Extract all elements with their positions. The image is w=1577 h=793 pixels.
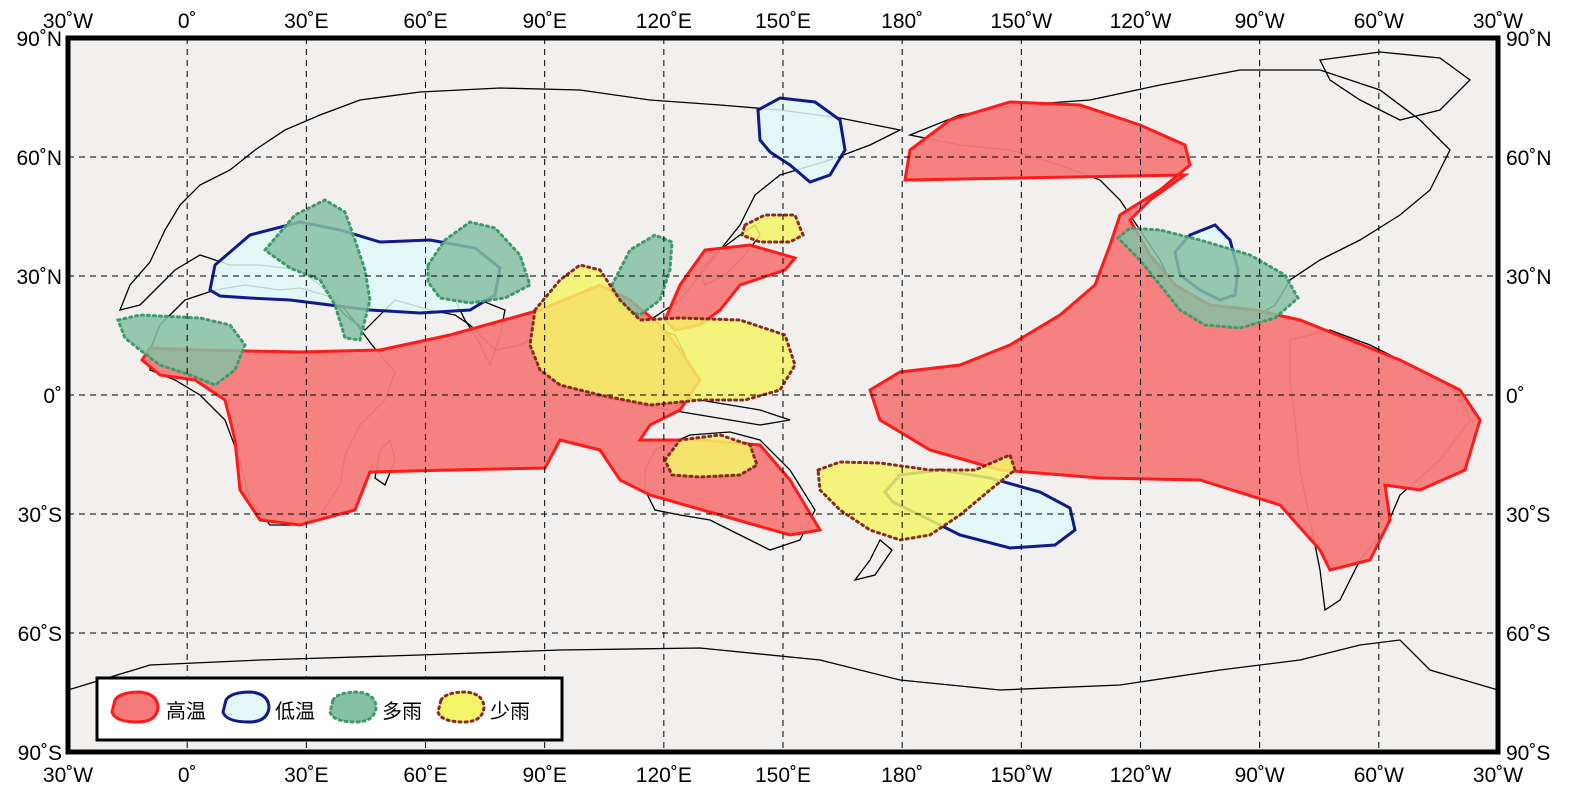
lon-label-bottom: 120˚W [1110, 764, 1172, 787]
legend-swatch-low-temp [221, 690, 271, 724]
legend-swatch-high-temp [110, 690, 160, 724]
lon-label-bottom: 0˚ [178, 764, 197, 787]
lon-label-top: 90˚W [1235, 10, 1285, 33]
wet-region-west-africa [115, 313, 247, 387]
lon-label-top: 60˚W [1354, 10, 1404, 33]
anomaly-regions [115, 96, 1482, 572]
wet-region-middle-east [262, 198, 372, 342]
lat-label-left: 0˚ [43, 385, 62, 408]
lon-label-bottom: 30˚E [284, 764, 328, 787]
lat-label-left: 60˚N [16, 147, 62, 170]
legend-swatch-wet [328, 690, 378, 724]
legend-swatch-dry [436, 690, 486, 724]
coastline-north-america [907, 69, 1451, 321]
legend-label-low-temp: 低温 [275, 699, 315, 723]
lat-label-left: 30˚S [18, 504, 62, 527]
lat-label-right: 90˚S [1506, 742, 1550, 765]
lat-label-left: 90˚S [18, 742, 62, 765]
legend: 高温 低温 多雨 少雨 [95, 676, 564, 742]
lat-label-right: 60˚S [1506, 623, 1550, 646]
coastline-greenland [1319, 51, 1471, 121]
lon-label-top: 90˚E [522, 10, 566, 33]
lon-label-bottom: 90˚W [1235, 764, 1285, 787]
lon-label-bottom: 30˚W [43, 764, 93, 787]
lon-label-bottom: 150˚W [990, 764, 1052, 787]
dry-region-japan [740, 213, 805, 244]
lon-label-bottom: 30˚W [1473, 764, 1523, 787]
lon-label-bottom: 120˚E [636, 764, 692, 787]
dry-region-south-pacific [816, 452, 1017, 542]
legend-label-high-temp: 高温 [166, 699, 206, 723]
lon-label-top: 120˚W [1110, 10, 1172, 33]
lon-label-top: 150˚E [755, 10, 811, 33]
lat-label-left: 60˚S [18, 623, 62, 646]
lat-label-right: 30˚N [1506, 266, 1552, 289]
lat-label-right: 0˚ [1506, 385, 1525, 408]
lon-label-top: 30˚E [284, 10, 328, 33]
dry-region-australia [663, 433, 759, 479]
legend-label-dry: 少雨 [490, 699, 530, 723]
lon-label-top: 30˚W [43, 10, 93, 33]
tick-labels: 30˚W 30˚W 0˚ 0˚ 30˚E 30˚E 60˚E 60˚E 90˚E 90˚E 120˚… [16, 10, 1551, 787]
lon-label-top: 0˚ [178, 10, 197, 33]
lat-label-right: 60˚N [1506, 147, 1552, 170]
lon-label-bottom: 150˚E [755, 764, 811, 787]
lon-label-top: 120˚E [636, 10, 692, 33]
lat-label-left: 90˚N [16, 28, 62, 51]
coastline-antarctica [67, 639, 1499, 691]
lon-label-bottom: 60˚E [403, 764, 447, 787]
lat-label-left: 30˚N [16, 266, 62, 289]
lon-label-top: 30˚W [1473, 10, 1523, 33]
legend-label-wet: 多雨 [382, 699, 422, 723]
lon-label-bottom: 60˚W [1354, 764, 1404, 787]
wet-region-central-asia [426, 220, 532, 305]
coastline-new-zealand [853, 538, 893, 582]
wet-region-north-america [1115, 226, 1300, 330]
lon-label-bottom: 180˚ [881, 764, 923, 787]
lon-label-top: 180˚ [881, 10, 923, 33]
lon-label-top: 60˚E [403, 10, 447, 33]
grid-lines [68, 38, 1498, 752]
lat-label-right: 90˚N [1506, 28, 1552, 51]
lon-label-bottom: 90˚E [522, 764, 566, 787]
dry-region-southeast-asia [528, 263, 797, 407]
lon-label-top: 150˚W [990, 10, 1052, 33]
map-frame [65, 35, 1501, 755]
lat-label-right: 30˚S [1506, 504, 1550, 527]
